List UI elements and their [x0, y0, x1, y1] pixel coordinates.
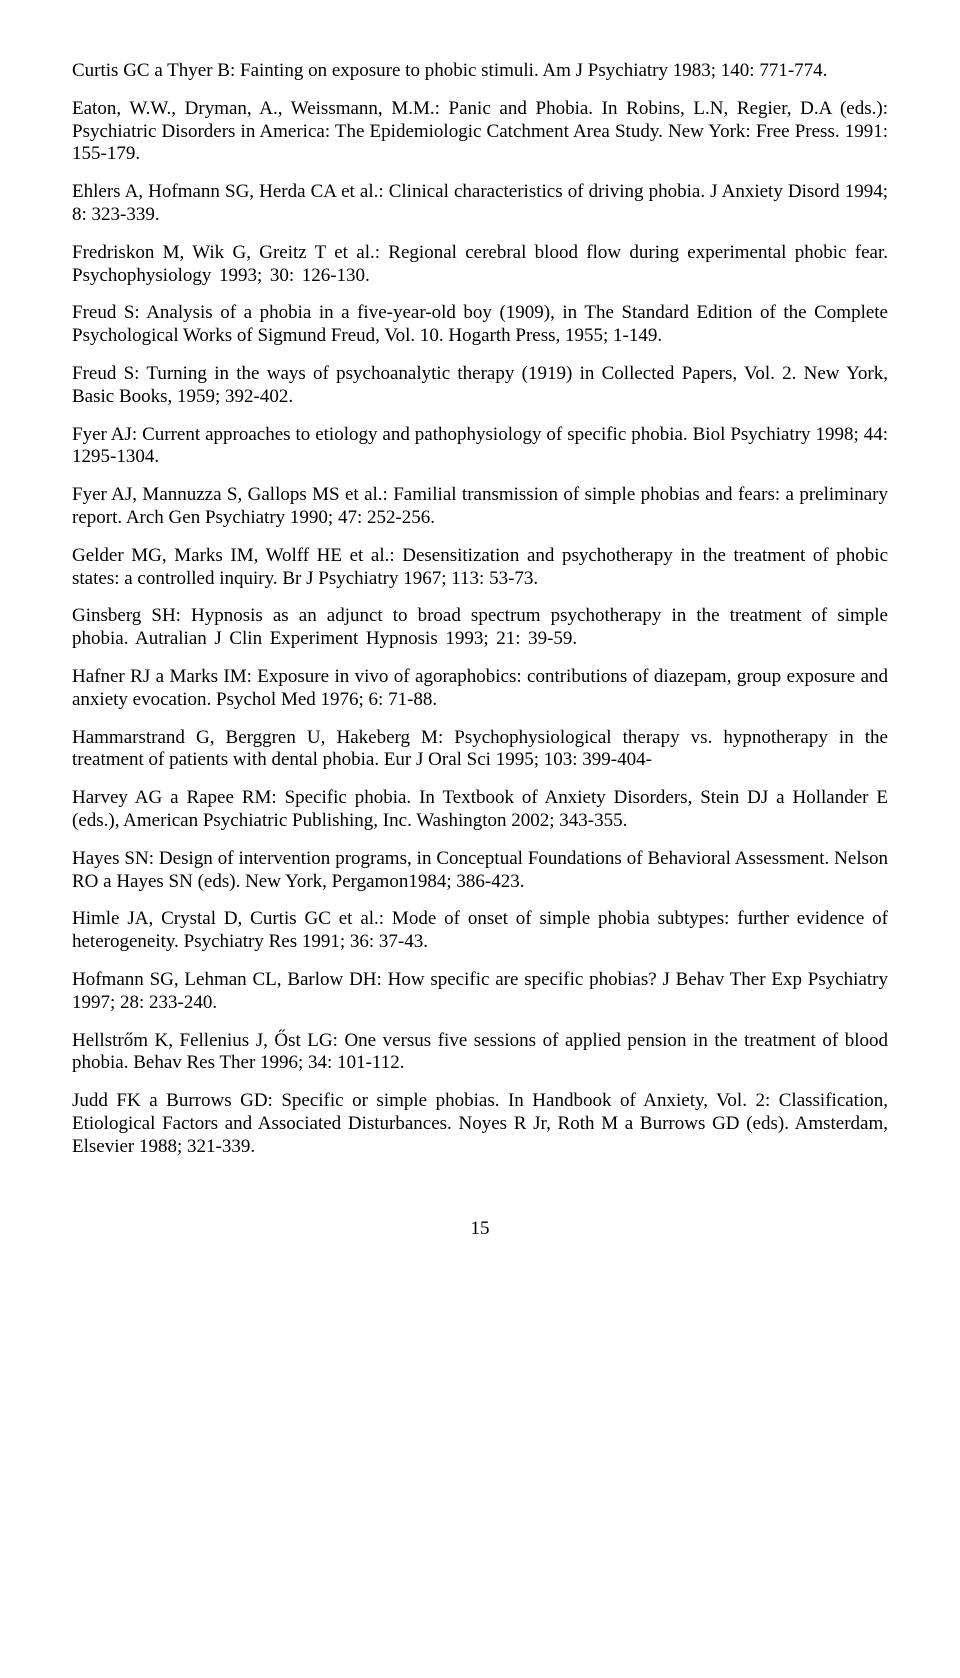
- reference-item: Fyer AJ, Mannuzza S, Gallops MS et al.: …: [72, 484, 888, 530]
- reference-item: Eaton, W.W., Dryman, A., Weissmann, M.M.…: [72, 98, 888, 166]
- reference-item: Harvey AG a Rapee RM: Specific phobia. I…: [72, 787, 888, 833]
- reference-item: Himle JA, Crystal D, Curtis GC et al.: M…: [72, 908, 888, 954]
- reference-item: Ginsberg SH: Hypnosis as an adjunct to b…: [72, 605, 888, 651]
- page-number: 15: [72, 1218, 888, 1241]
- reference-item: Hofmann SG, Lehman CL, Barlow DH: How sp…: [72, 969, 888, 1015]
- reference-item: Freud S: Analysis of a phobia in a five-…: [72, 302, 888, 348]
- reference-item: Gelder MG, Marks IM, Wolff HE et al.: De…: [72, 545, 888, 591]
- reference-item: Curtis GC a Thyer B: Fainting on exposur…: [72, 60, 888, 83]
- reference-item: Hellstrőm K, Fellenius J, Őst LG: One ve…: [72, 1030, 888, 1076]
- reference-item: Ehlers A, Hofmann SG, Herda CA et al.: C…: [72, 181, 888, 227]
- reference-item: Fyer AJ: Current approaches to etiology …: [72, 424, 888, 470]
- reference-item: Hammarstrand G, Berggren U, Hakeberg M: …: [72, 727, 888, 773]
- reference-item: Hafner RJ a Marks IM: Exposure in vivo o…: [72, 666, 888, 712]
- reference-item: Judd FK a Burrows GD: Specific or simple…: [72, 1090, 888, 1158]
- reference-item: Hayes SN: Design of intervention program…: [72, 848, 888, 894]
- reference-item: Freud S: Turning in the ways of psychoan…: [72, 363, 888, 409]
- reference-item: Fredriskon M, Wik G, Greitz T et al.: Re…: [72, 242, 888, 288]
